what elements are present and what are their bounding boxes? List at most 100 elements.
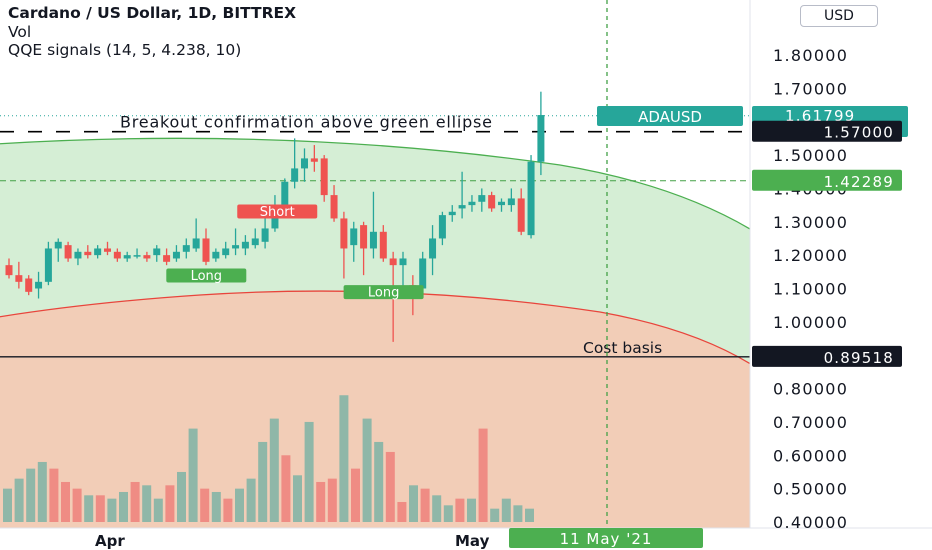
cost-basis-tag-bg bbox=[752, 345, 902, 367]
candle-body bbox=[488, 195, 496, 209]
volume-bar bbox=[177, 471, 186, 522]
volume-bar bbox=[142, 485, 152, 522]
time-axis[interactable]: Apr May 11 May '21 bbox=[95, 528, 703, 550]
candle-body bbox=[143, 255, 151, 259]
candle-body bbox=[330, 195, 338, 219]
long-signal-badge bbox=[343, 285, 424, 300]
qqe-indicator-label[interactable]: QQE signals (14, 5, 4.238, 10) bbox=[8, 41, 242, 59]
breakout-annotation: Breakout confirmation above green ellips… bbox=[120, 113, 493, 132]
candle-body bbox=[350, 228, 358, 246]
volume-bar bbox=[130, 481, 140, 522]
candle-body bbox=[291, 168, 299, 182]
cost-basis-annotation: Cost basis bbox=[583, 339, 662, 357]
candle-body bbox=[241, 241, 249, 249]
breakout-level-tag: 1.57000 bbox=[824, 124, 894, 142]
candle-body bbox=[133, 255, 141, 257]
volume-bar bbox=[246, 478, 256, 522]
volume-bar bbox=[525, 508, 534, 522]
volume-bar bbox=[501, 498, 511, 522]
green-level-tag: 1.42289 bbox=[824, 173, 894, 191]
price-tick-label: 0.70000 bbox=[773, 413, 848, 432]
volume-bar bbox=[281, 455, 291, 522]
candle-body bbox=[202, 238, 210, 262]
volume-bar bbox=[153, 498, 163, 522]
volume-bar bbox=[339, 395, 349, 522]
volume-bar bbox=[269, 418, 279, 522]
price-tick-label: 1.20000 bbox=[773, 246, 848, 265]
price-tick-label: 1.10000 bbox=[773, 279, 848, 298]
candle-body bbox=[478, 195, 486, 202]
currency-button[interactable]: USD bbox=[800, 5, 878, 27]
volume-bar bbox=[327, 478, 337, 522]
candle-body bbox=[153, 248, 161, 256]
cursor-date-label: 11 May '21 bbox=[560, 530, 653, 548]
candle-body bbox=[251, 238, 259, 246]
candle-body bbox=[498, 201, 505, 206]
candle-body bbox=[212, 251, 220, 259]
price-tick-label: 0.60000 bbox=[773, 446, 848, 465]
volume-bar bbox=[258, 441, 268, 522]
short-signal-badge bbox=[237, 204, 318, 219]
volume-bar bbox=[95, 495, 105, 522]
cursor-date-badge bbox=[509, 528, 703, 548]
volume-bar bbox=[385, 451, 395, 522]
chart-legend: Cardano / US Dollar, 1D, BITTREX Vol QQE… bbox=[8, 4, 296, 60]
volume-bar bbox=[235, 488, 244, 522]
red-ellipse-fill bbox=[0, 291, 750, 528]
green-level-tag-bg bbox=[752, 169, 902, 191]
volume-bar bbox=[397, 501, 407, 522]
volume-bar bbox=[84, 495, 94, 522]
time-tick-label: Apr bbox=[95, 532, 125, 550]
price-tick-label: 1.70000 bbox=[773, 79, 848, 98]
candle-body bbox=[261, 228, 269, 242]
price-tick-label: 0.40000 bbox=[773, 513, 848, 532]
volume-bar bbox=[211, 491, 221, 522]
time-tick-label: May bbox=[455, 532, 490, 550]
volume-bar bbox=[3, 488, 12, 522]
volume-bar bbox=[455, 498, 465, 522]
breakout-level-tag-bg bbox=[752, 120, 902, 142]
symbol-tag: ADAUSD bbox=[638, 108, 702, 126]
candle-body bbox=[419, 258, 427, 289]
volume-bar bbox=[14, 478, 24, 522]
volume-bars bbox=[3, 395, 534, 522]
candle-body bbox=[271, 211, 279, 229]
price-tick-label: 1.30000 bbox=[773, 213, 848, 232]
long-signal-label: Long bbox=[368, 286, 399, 301]
candle-body bbox=[468, 201, 476, 206]
volume-bar bbox=[432, 495, 442, 522]
candle-body bbox=[15, 275, 23, 282]
candle-body bbox=[113, 251, 121, 259]
long-signal-badge bbox=[166, 268, 247, 283]
candle-body bbox=[399, 258, 407, 266]
volume-bar bbox=[304, 421, 314, 522]
volume-bar bbox=[374, 441, 384, 522]
candle-body bbox=[44, 248, 52, 282]
price-tags: ADAUSD1.6179905:52:401.570001.422890.895… bbox=[597, 106, 908, 367]
price-tick-label: 0.50000 bbox=[773, 480, 848, 499]
volume-bar bbox=[188, 428, 198, 522]
candle-body bbox=[369, 231, 377, 249]
volume-bar bbox=[200, 488, 210, 522]
volume-bar bbox=[362, 418, 372, 522]
volume-bar bbox=[37, 461, 47, 522]
candle-body bbox=[340, 218, 348, 249]
green-ellipse-boundary bbox=[0, 137, 750, 230]
candle-body bbox=[310, 158, 318, 162]
candle-body bbox=[104, 248, 111, 252]
candle-body bbox=[458, 205, 466, 209]
volume-bar bbox=[420, 488, 430, 522]
candle-body bbox=[389, 258, 397, 266]
candle-body bbox=[84, 251, 92, 256]
candle-body bbox=[25, 278, 33, 292]
candle-body bbox=[163, 255, 171, 262]
candle-body bbox=[94, 248, 102, 256]
green-ellipse-fill bbox=[0, 138, 750, 364]
candle-body bbox=[172, 251, 180, 259]
volume-bar bbox=[467, 498, 476, 522]
long-signal-label: Long bbox=[191, 269, 222, 284]
volume-indicator-label[interactable]: Vol bbox=[8, 22, 32, 41]
candle-body bbox=[320, 158, 328, 196]
volume-bar bbox=[490, 508, 500, 522]
